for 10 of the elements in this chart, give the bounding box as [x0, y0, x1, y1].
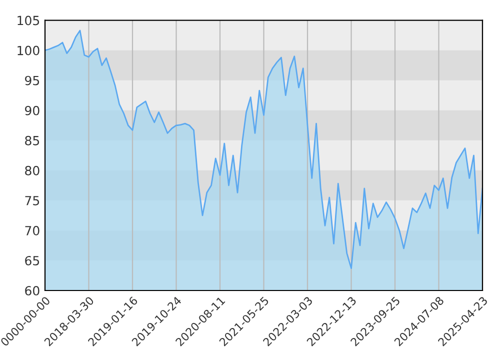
- y-tick-label: 60: [25, 286, 40, 296]
- y-tick-label: 85: [25, 136, 40, 146]
- y-tick-label: 70: [25, 226, 40, 236]
- y-tick-label: 95: [25, 76, 40, 86]
- y-tick-label: 100: [18, 46, 40, 56]
- y-tick-label: 90: [25, 106, 40, 116]
- y-tick-label: 80: [25, 166, 40, 176]
- y-tick-label: 105: [18, 16, 40, 26]
- y-tick-label: 65: [25, 256, 40, 266]
- y-tick-label: 75: [25, 196, 40, 206]
